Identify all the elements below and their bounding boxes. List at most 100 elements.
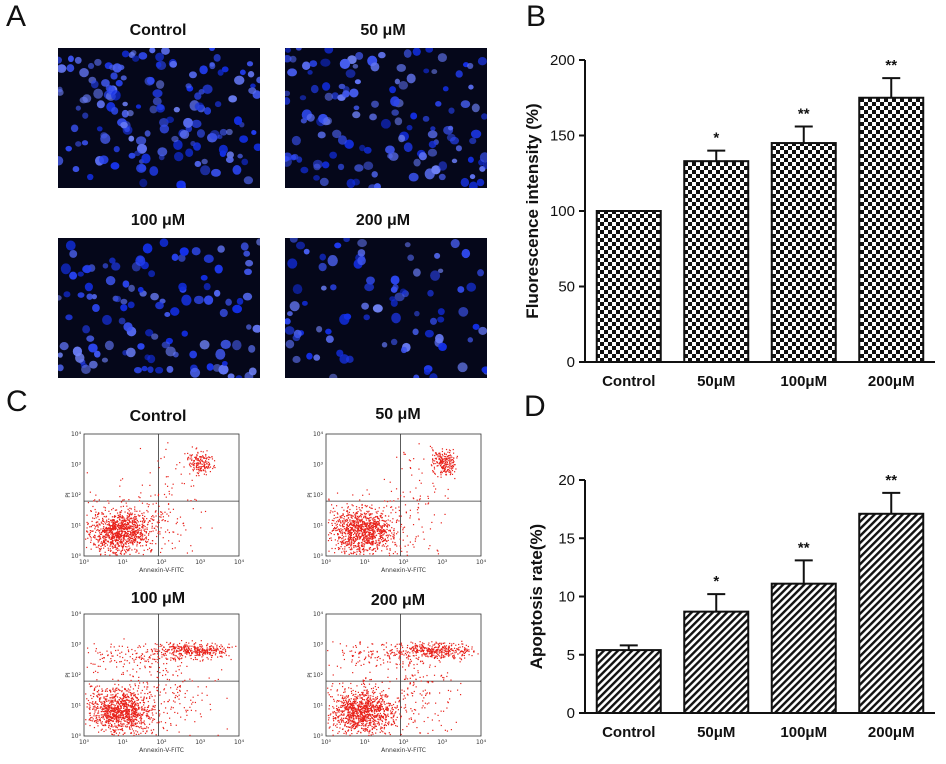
event-dot xyxy=(432,482,434,484)
event-dot xyxy=(112,687,114,689)
flow-y-label: PI xyxy=(307,492,314,498)
event-dot xyxy=(126,721,128,723)
event-dot xyxy=(123,523,125,525)
event-dot xyxy=(98,700,101,702)
event-dot xyxy=(452,459,454,461)
event-dot xyxy=(439,461,441,464)
event-dot xyxy=(202,455,204,457)
event-dot xyxy=(127,646,129,648)
event-dot xyxy=(335,544,337,546)
event-dot xyxy=(427,503,429,505)
event-dot xyxy=(450,460,452,462)
event-dot xyxy=(105,515,108,517)
event-dot xyxy=(200,466,202,468)
event-dot xyxy=(202,461,204,463)
event-dot xyxy=(100,654,102,656)
event-dot xyxy=(139,722,141,724)
event-dot xyxy=(159,511,162,513)
event-dot xyxy=(449,456,451,459)
event-dot xyxy=(96,529,98,531)
nucleus xyxy=(65,314,73,321)
event-dot xyxy=(146,681,148,683)
event-dot xyxy=(127,517,129,519)
event-dot xyxy=(196,468,198,471)
event-dot xyxy=(392,541,394,543)
event-dot xyxy=(200,644,202,646)
event-dot xyxy=(133,720,135,722)
event-dot xyxy=(205,686,208,688)
event-dot xyxy=(432,463,435,465)
event-dot xyxy=(438,455,441,457)
event-dot xyxy=(219,655,221,657)
event-dot xyxy=(409,517,411,519)
event-dot xyxy=(214,466,216,469)
event-dot xyxy=(345,550,347,552)
event-dot xyxy=(447,488,449,491)
event-dot xyxy=(448,459,451,461)
event-dot xyxy=(99,532,101,534)
event-dot xyxy=(380,529,382,531)
event-dot xyxy=(217,734,219,736)
event-dot xyxy=(101,690,103,692)
event-dot xyxy=(352,519,354,522)
nucleus xyxy=(319,253,326,261)
flow-y-tick: 10¹ xyxy=(313,523,324,530)
event-dot xyxy=(118,714,120,716)
event-dot xyxy=(142,526,144,528)
event-dot xyxy=(131,711,133,713)
event-dot xyxy=(171,494,173,496)
event-dot xyxy=(129,656,131,658)
event-dot xyxy=(418,519,420,521)
event-dot xyxy=(106,713,108,715)
event-dot xyxy=(118,724,120,726)
event-dot xyxy=(124,659,126,661)
event-dot xyxy=(360,516,362,518)
event-dot xyxy=(450,467,452,469)
event-dot xyxy=(112,525,114,527)
event-dot xyxy=(340,522,342,524)
event-dot xyxy=(126,528,128,531)
event-dot xyxy=(131,539,133,542)
nucleus xyxy=(317,131,326,139)
event-dot xyxy=(167,503,170,505)
event-dot xyxy=(111,532,113,534)
event-dot xyxy=(90,685,92,687)
event-dot xyxy=(110,544,112,546)
event-dot xyxy=(95,702,97,704)
event-dot xyxy=(176,686,179,688)
event-dot xyxy=(168,515,170,517)
event-dot xyxy=(133,695,135,697)
event-dot xyxy=(127,524,129,526)
nucleus xyxy=(232,304,243,314)
event-dot xyxy=(108,536,110,538)
event-dot xyxy=(141,722,143,724)
event-dot xyxy=(377,527,379,529)
event-dot xyxy=(389,549,391,551)
event-dot xyxy=(145,660,147,662)
nucleus xyxy=(343,238,350,243)
event-dot xyxy=(124,725,127,727)
event-dot xyxy=(212,652,214,654)
event-dot xyxy=(95,546,97,548)
event-dot xyxy=(204,457,206,459)
event-dot xyxy=(118,528,121,530)
event-dot xyxy=(131,541,133,543)
event-dot xyxy=(432,450,434,452)
event-dot xyxy=(203,651,205,654)
event-dot xyxy=(164,722,167,724)
nucleus xyxy=(69,271,78,280)
event-dot xyxy=(210,645,212,647)
event-dot xyxy=(124,531,126,533)
event-dot xyxy=(139,727,141,729)
event-dot xyxy=(108,527,110,529)
event-dot xyxy=(126,696,128,699)
event-dot xyxy=(94,528,96,530)
nucleus xyxy=(179,130,190,139)
nucleus xyxy=(120,121,128,129)
event-dot xyxy=(119,545,121,547)
event-dot xyxy=(403,451,405,454)
event-dot xyxy=(183,650,185,653)
event-dot xyxy=(173,647,175,649)
event-dot xyxy=(388,530,390,532)
event-dot xyxy=(112,527,114,530)
